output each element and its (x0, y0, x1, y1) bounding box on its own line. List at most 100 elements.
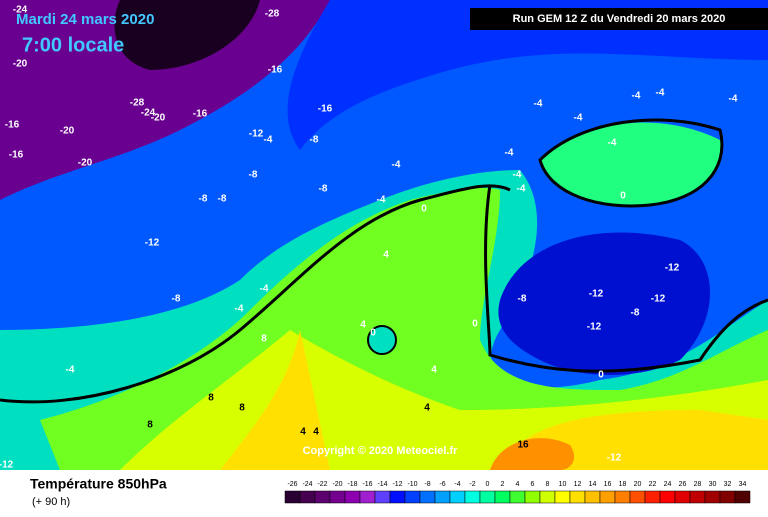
isotherm-label: -8 (518, 294, 527, 305)
scale-swatch (479, 490, 496, 504)
isotherm-label: -4 (264, 135, 273, 146)
scale-swatch (554, 490, 571, 504)
isotherm-label: -4 (656, 88, 665, 99)
scale-label: 14 (589, 481, 597, 488)
isotherm-label: -8 (310, 135, 319, 146)
scale-label: -26 (287, 481, 297, 488)
scale-swatch (419, 490, 436, 504)
scale-label: 12 (574, 481, 582, 488)
scale-swatch (389, 490, 406, 504)
isotherm-label: 8 (147, 420, 153, 431)
isotherm-label: 0 (472, 319, 478, 330)
scale-swatch (599, 490, 616, 504)
scale-label: 26 (679, 481, 687, 488)
isotherm-label: -16 (193, 109, 208, 120)
footer-lead: (+ 90 h) (32, 496, 70, 508)
isotherm-label: -8 (631, 308, 640, 319)
scale-swatch (299, 490, 316, 504)
scale-label: 34 (739, 481, 747, 488)
scale-swatch (314, 490, 331, 504)
isotherm-label: -4 (574, 113, 583, 124)
zero-isotherm (538, 118, 724, 208)
isotherm-label: -24 (13, 5, 28, 16)
scale-label: 8 (546, 481, 550, 488)
scale-label: -22 (317, 481, 327, 488)
scale-swatch (509, 490, 526, 504)
scale-label: 18 (619, 481, 627, 488)
scale-label: 16 (604, 481, 612, 488)
isotherm-label: -20 (60, 126, 75, 137)
footer-title: Température 850hPa (30, 476, 167, 492)
isotherm-label: 16 (517, 440, 529, 451)
isotherm-label: -4 (729, 94, 738, 105)
scale-label: -8 (424, 481, 430, 488)
isotherm-label: 4 (360, 320, 366, 331)
isotherm-label: -4 (534, 99, 543, 110)
isotherm-label: -4 (505, 148, 514, 159)
scale-label: 32 (724, 481, 732, 488)
hot-zone (220, 330, 768, 470)
scale-swatch (284, 490, 301, 504)
scale-swatch (329, 490, 346, 504)
isotherm-label: 8 (261, 334, 267, 345)
scale-label: 30 (709, 481, 717, 488)
isotherm-label: -20 (78, 158, 93, 169)
scale-swatch (374, 490, 391, 504)
copyright: Copyright © 2020 Meteociel.fr (303, 445, 459, 457)
isotherm-label: -12 (0, 460, 14, 471)
scale-label: -24 (302, 481, 312, 488)
color-scale: -26 -24 -22 -20 -18 -16 -14 -12 -10 -8 -6 -4 -2 0 2 4 6 8… (284, 481, 751, 504)
isotherm-label: -4 (517, 184, 526, 195)
scale-swatch (689, 490, 706, 504)
isotherm-label: -4 (392, 160, 401, 171)
isotherm-label: 0 (370, 328, 376, 339)
isotherm-label: -4 (608, 138, 617, 149)
isotherm-label: 4 (313, 427, 319, 438)
zero-isotherm (484, 184, 768, 373)
scale-swatch (524, 490, 541, 504)
cold-zone (0, 0, 330, 200)
date: Mardi 24 mars 2020 (16, 11, 154, 28)
isotherm-label: -12 (607, 453, 622, 464)
scale-swatch (614, 490, 631, 504)
isotherm-label: -20 (13, 59, 28, 70)
scale-swatch (674, 490, 691, 504)
isotherm-label: -12 (145, 238, 160, 249)
scale-label: -10 (407, 481, 417, 488)
isotherm-label: -16 (9, 150, 24, 161)
scale-label: -12 (392, 481, 402, 488)
isotherm-label: -4 (66, 365, 75, 376)
isotherm-label: -20 (151, 113, 166, 124)
scale-swatch (719, 490, 736, 504)
scale-swatch (569, 490, 586, 504)
isotherm-label: -24 (141, 108, 156, 119)
isotherm-label: -4 (235, 304, 244, 315)
isotherm-label: -8 (319, 184, 328, 195)
scale-label: -4 (454, 481, 460, 488)
scale-swatch (704, 490, 721, 504)
isotherm-label: 4 (431, 365, 437, 376)
isotherm-label: 8 (208, 393, 214, 404)
scale-label: -6 (439, 481, 445, 488)
scale-label: 10 (559, 481, 567, 488)
cold-zone (287, 0, 768, 150)
scale-swatch (659, 490, 676, 504)
cold-core (114, 0, 260, 70)
scale-swatch (434, 490, 451, 504)
scale-swatch (494, 490, 511, 504)
scale-label: 20 (634, 481, 642, 488)
scale-swatch (539, 490, 556, 504)
zero-isotherm (0, 184, 511, 404)
isotherm-label: -4 (377, 195, 386, 206)
isotherm-label: 0 (598, 370, 604, 381)
isotherm-label: -4 (260, 284, 269, 295)
run-info: Run GEM 12 Z du Vendredi 20 mars 2020 (513, 13, 726, 25)
isotherm-label: -8 (218, 194, 227, 205)
time: 7:00 locale (22, 34, 124, 56)
isotherm-label: -16 (5, 120, 20, 131)
isotherm-label: -28 (130, 98, 145, 109)
scale-label: 24 (664, 481, 672, 488)
isotherm-label: -12 (665, 263, 680, 274)
scale-label: -20 (332, 481, 342, 488)
scale-label: 0 (486, 481, 490, 488)
